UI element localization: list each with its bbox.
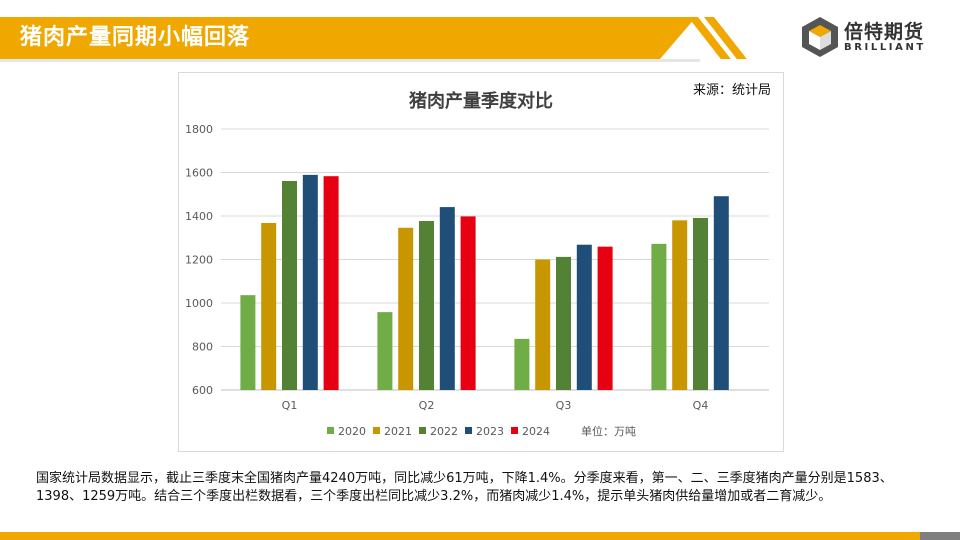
cube-logo-icon xyxy=(802,17,838,57)
y-tick-label: 1800 xyxy=(185,123,213,136)
legend-swatch xyxy=(419,427,426,434)
x-tick-label: Q4 xyxy=(693,399,709,412)
chart-frame: 猪肉产量季度对比 来源：统计局 600 800 1000 1200 1400 1600 18… xyxy=(178,72,784,452)
legend-label: 2024 xyxy=(522,425,550,438)
bar-2021-Q2 xyxy=(398,227,414,390)
bottom-bar xyxy=(0,532,920,540)
bar-2021-Q3 xyxy=(535,259,551,390)
x-tick-label: Q1 xyxy=(282,399,298,412)
bars xyxy=(240,174,729,390)
legend-label: 2022 xyxy=(430,425,458,438)
legend-swatch xyxy=(511,427,518,434)
bar-2023-Q1 xyxy=(302,174,318,390)
legend-label: 2021 xyxy=(384,425,412,438)
y-tick-label: 1600 xyxy=(185,167,213,180)
legend-swatch xyxy=(465,427,472,434)
x-tick-label: Q2 xyxy=(419,399,435,412)
y-tick-label: 800 xyxy=(192,341,213,354)
bar-2023-Q3 xyxy=(576,244,592,390)
slide-title: 猪肉产量同期小幅回落 xyxy=(20,25,251,50)
legend-label: 2020 xyxy=(338,425,366,438)
bar-2020-Q1 xyxy=(240,295,256,390)
logo-english-text: BRILLIANT xyxy=(844,42,926,53)
bar-2021-Q1 xyxy=(261,222,277,390)
bottom-bar-dark xyxy=(920,532,960,540)
bar-2023-Q2 xyxy=(439,207,455,390)
bar-2022-Q3 xyxy=(556,256,571,390)
legend-label: 2023 xyxy=(476,425,504,438)
legend-swatch xyxy=(373,427,380,434)
bar-2020-Q3 xyxy=(514,338,530,390)
legend-swatch xyxy=(327,427,334,434)
bar-2022-Q1 xyxy=(282,180,297,390)
bar-2020-Q4 xyxy=(651,243,667,390)
y-axis-ticks: 600 800 1000 1200 1400 1600 1800 xyxy=(185,123,213,397)
legend: 2020 2021 2022 2023 2024 xyxy=(327,425,550,438)
y-tick-label: 1200 xyxy=(185,254,213,267)
caption-text: 国家统计局数据显示，截止三季度末全国猪肉产量4240万吨，同比减少61万吨，下降… xyxy=(36,471,893,504)
bar-2022-Q4 xyxy=(693,217,708,390)
chart-title: 猪肉产量季度对比 xyxy=(408,90,553,112)
bar-2022-Q2 xyxy=(419,221,434,390)
x-axis-ticks: Q1 Q2 Q3 Q4 xyxy=(282,399,709,412)
bar-2024-Q1 xyxy=(323,176,339,390)
y-tick-label: 600 xyxy=(192,384,213,397)
bar-2020-Q2 xyxy=(377,312,393,390)
x-tick-label: Q3 xyxy=(556,399,572,412)
bar-2023-Q4 xyxy=(713,196,729,390)
y-tick-label: 1400 xyxy=(185,210,213,223)
logo-chinese-text: 倍特期货 xyxy=(844,21,925,43)
unit-label: 单位：万吨 xyxy=(581,424,636,438)
title-underline xyxy=(0,59,700,62)
brand-logo: 倍特期货 BRILLIANT xyxy=(800,15,930,61)
y-tick-label: 1000 xyxy=(185,297,213,310)
chart-source: 来源：统计局 xyxy=(693,83,771,98)
bar-chart: 猪肉产量季度对比 来源：统计局 600 800 1000 1200 1400 1600 18… xyxy=(185,83,771,438)
title-bar xyxy=(0,17,696,59)
bar-2024-Q2 xyxy=(460,216,476,390)
bar-2024-Q3 xyxy=(597,246,613,390)
bar-2021-Q4 xyxy=(672,220,688,390)
